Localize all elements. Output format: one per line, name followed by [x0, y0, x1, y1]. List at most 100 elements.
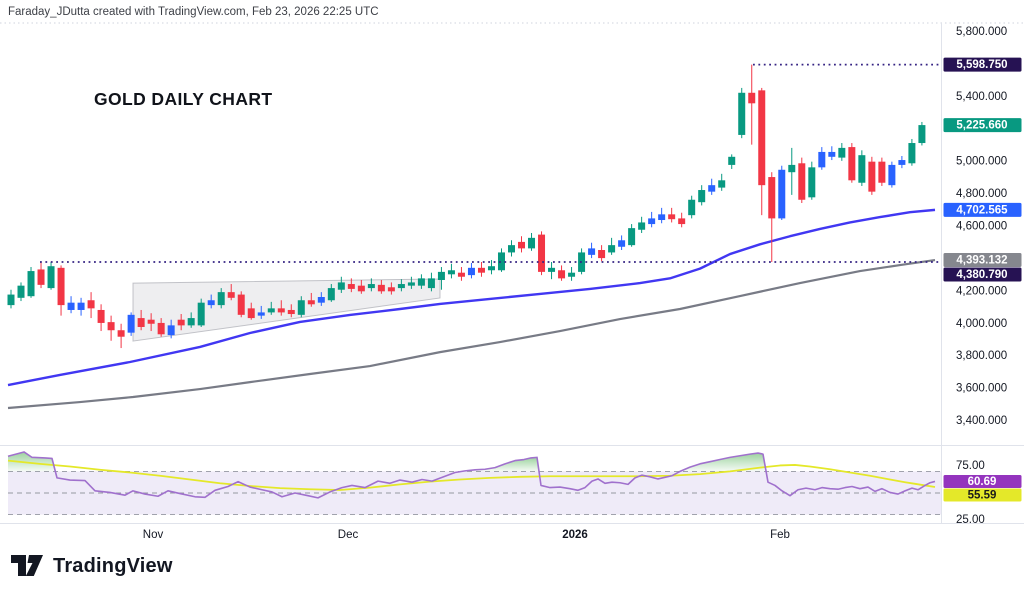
candle: [127, 314, 135, 333]
time-axis-label[interactable]: Nov: [143, 529, 164, 541]
price-axis-tick[interactable]: 3,800.000: [956, 350, 1007, 362]
candle: [778, 169, 786, 219]
candle: [7, 294, 15, 306]
candle: [588, 248, 596, 255]
candle: [698, 190, 706, 203]
candle: [437, 271, 445, 280]
price-axis-tick[interactable]: 4,200.000: [956, 285, 1007, 297]
candle: [427, 278, 435, 289]
candle: [87, 300, 95, 309]
candle: [768, 177, 776, 219]
candle: [568, 272, 576, 277]
price-badge-text: 5,598.750: [956, 59, 1007, 71]
candle: [908, 143, 916, 164]
time-axis-label[interactable]: Dec: [338, 529, 359, 541]
candle: [788, 164, 796, 173]
tradingview-logo-text: TradingView: [53, 554, 173, 577]
price-axis-tick[interactable]: 4,600.000: [956, 221, 1007, 233]
candle: [628, 228, 636, 246]
candle: [618, 240, 626, 247]
candle: [417, 278, 425, 286]
candle: [157, 322, 165, 335]
rsi-axis-tick[interactable]: 25.00: [956, 514, 985, 526]
candle: [688, 199, 696, 216]
price-axis-tick[interactable]: 3,600.000: [956, 383, 1007, 395]
candle: [67, 302, 75, 310]
tradingview-logo[interactable]: TradingView: [10, 554, 173, 578]
rsi-badge: [943, 474, 1022, 488]
candle: [828, 151, 836, 157]
candle: [337, 282, 345, 290]
rsi-overbought-fill: [8, 451, 56, 472]
candle: [678, 218, 686, 225]
candle: [97, 309, 105, 323]
candle: [117, 330, 125, 337]
candle: [738, 92, 746, 135]
price-badge-text: 4,380.790: [956, 269, 1007, 281]
candle: [27, 271, 35, 297]
rsi-axis-tick[interactable]: 75.00: [956, 460, 985, 472]
candle: [848, 147, 856, 181]
candle: [77, 302, 85, 310]
price-axis-tick[interactable]: 5,400.000: [956, 91, 1007, 103]
rsi-overbought-fill: [461, 457, 539, 472]
price-axis-tick[interactable]: 3,400.000: [956, 415, 1007, 427]
candle: [808, 167, 816, 198]
candle: [397, 284, 405, 289]
candle: [608, 245, 616, 253]
candle: [237, 294, 245, 315]
price-axis-tick[interactable]: 5,000.000: [956, 156, 1007, 168]
candle: [167, 325, 175, 336]
candle: [708, 185, 716, 192]
price-badge: [943, 253, 1022, 268]
candle: [377, 284, 385, 292]
price-axis-tick[interactable]: 5,800.000: [956, 26, 1007, 38]
candle: [197, 302, 205, 326]
candle: [528, 237, 536, 249]
candle: [538, 234, 546, 272]
candle: [47, 266, 55, 289]
time-axis-label[interactable]: Feb: [770, 529, 790, 541]
candle: [277, 308, 285, 313]
candle: [227, 292, 235, 298]
price-badge: [943, 57, 1022, 72]
candle: [137, 318, 145, 327]
candle: [447, 270, 455, 275]
candle: [598, 250, 606, 259]
price-badge: [943, 267, 1022, 282]
rsi-badge: [943, 488, 1022, 502]
candle: [407, 282, 415, 286]
candle: [548, 267, 556, 272]
rsi-ma-line: [7, 459, 936, 491]
candle: [327, 288, 335, 301]
candle: [558, 270, 566, 279]
price-badge-text: 4,702.565: [956, 204, 1008, 216]
attribution-text: Faraday_JDutta created with TradingView.…: [8, 6, 379, 18]
candle: [187, 318, 195, 326]
price-axis-tick[interactable]: 4,000.000: [956, 318, 1007, 330]
candle: [648, 218, 656, 225]
candle: [718, 180, 726, 188]
candle: [457, 272, 465, 277]
ma-slow-line: [7, 258, 936, 410]
candle: [638, 222, 646, 230]
rsi-line: [7, 451, 936, 499]
candle: [878, 161, 886, 183]
price-badge: [943, 118, 1022, 133]
candle: [668, 214, 676, 220]
candle: [297, 300, 305, 315]
candle: [177, 319, 185, 326]
candle: [497, 252, 505, 271]
candle: [387, 287, 395, 292]
candle: [898, 160, 906, 165]
candle: [37, 269, 45, 285]
price-axis-tick[interactable]: 4,800.000: [956, 188, 1007, 200]
time-axis-label[interactable]: 2026: [562, 529, 588, 541]
candle: [57, 267, 65, 306]
page-title: GOLD DAILY CHART: [94, 89, 273, 109]
rsi-badge-text: 55.59: [968, 489, 997, 501]
candle: [868, 161, 876, 192]
candle: [217, 292, 225, 306]
